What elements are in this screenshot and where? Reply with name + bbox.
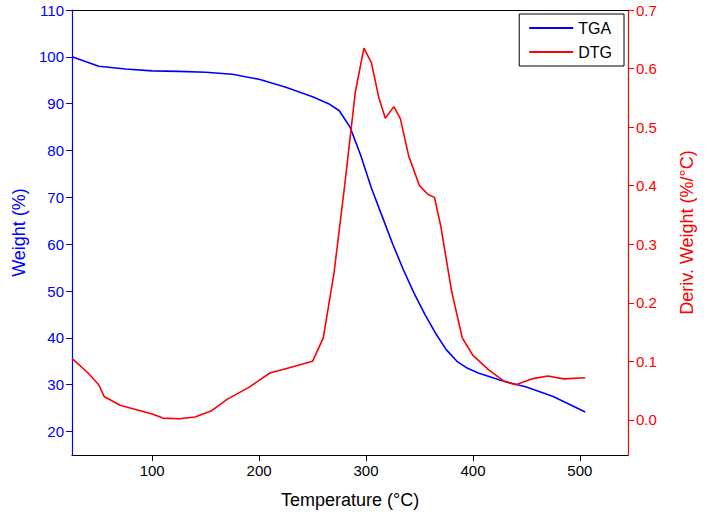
- svg-text:300: 300: [354, 462, 379, 479]
- svg-text:110: 110: [40, 2, 64, 19]
- svg-text:DTG: DTG: [578, 44, 612, 61]
- svg-text:70: 70: [47, 189, 64, 206]
- svg-text:400: 400: [460, 462, 485, 479]
- svg-text:100: 100: [39, 48, 64, 65]
- svg-text:80: 80: [47, 142, 64, 159]
- svg-text:50: 50: [47, 283, 64, 300]
- svg-text:0.2: 0.2: [636, 294, 657, 311]
- svg-text:100: 100: [140, 462, 165, 479]
- svg-text:TGA: TGA: [578, 20, 611, 37]
- svg-text:90: 90: [47, 95, 64, 112]
- svg-text:0.3: 0.3: [636, 236, 657, 253]
- svg-text:20: 20: [47, 423, 64, 440]
- svg-text:0.6: 0.6: [636, 60, 657, 77]
- svg-text:Weight (%): Weight (%): [9, 188, 29, 277]
- svg-text:0.7: 0.7: [636, 2, 657, 19]
- svg-text:0.0: 0.0: [636, 411, 657, 428]
- svg-text:Deriv. Weight (%/°C): Deriv. Weight (%/°C): [677, 150, 697, 315]
- svg-text:0.4: 0.4: [636, 177, 657, 194]
- svg-text:0.1: 0.1: [636, 353, 657, 370]
- svg-text:500: 500: [567, 462, 592, 479]
- svg-text:60: 60: [47, 236, 64, 253]
- svg-text:0.5: 0.5: [636, 119, 657, 136]
- svg-text:30: 30: [47, 376, 64, 393]
- svg-text:Temperature (°C): Temperature (°C): [281, 490, 419, 510]
- svg-text:200: 200: [247, 462, 272, 479]
- svg-text:40: 40: [47, 329, 64, 346]
